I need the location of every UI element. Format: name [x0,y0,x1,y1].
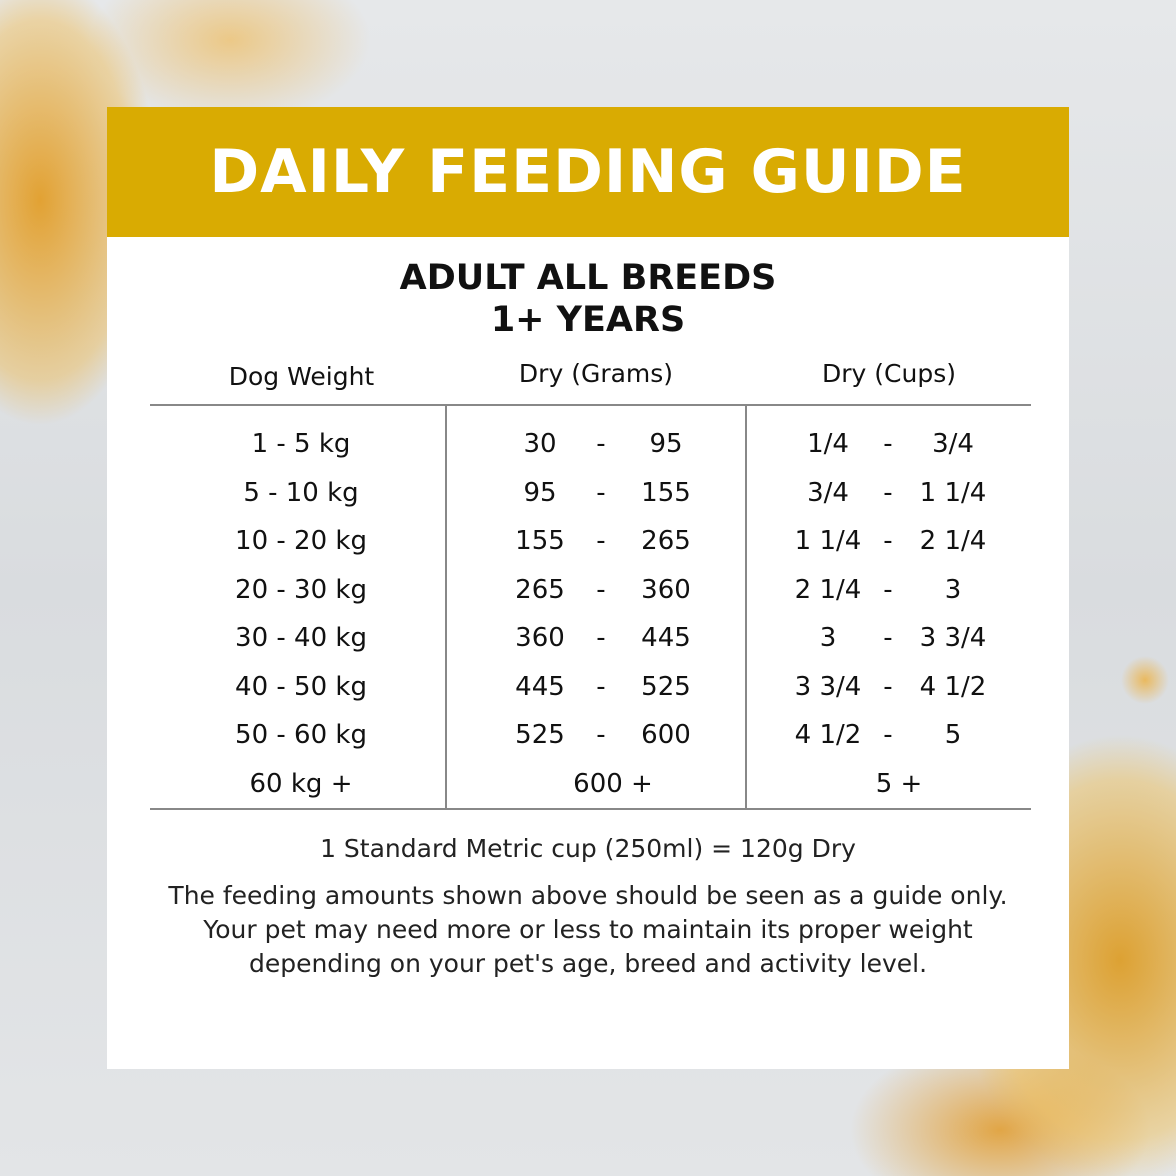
header-dog-weight: Dog Weight [228,362,375,391]
cell-weight: 1 - 5 kg [251,429,351,459]
cell-c-high: 2 1/4 [919,526,987,556]
table-row: 1 - 5 kg 30 - 95 1/4 - 3/4 [107,429,1069,469]
cell-weight: 50 - 60 kg [235,720,367,750]
subtitle: ADULT ALL BREEDS 1+ YEARS [107,257,1069,341]
cell-dash: - [883,429,893,459]
cell-dash: - [883,574,893,605]
cell-g-high: 265 [641,526,691,556]
cell-dash: - [883,671,893,702]
cell-weight: 5 - 10 kg [243,477,359,508]
cell-g-high: 445 [641,623,691,653]
cell-dash: - [596,671,606,702]
header-dry-grams: Dry (Grams) [518,359,674,388]
feeding-guide-card: DAILY FEEDING GUIDE ADULT ALL BREEDS 1+ … [107,107,1069,1069]
column-divider [745,405,747,809]
cell-g-high: 155 [641,477,691,508]
cell-grams: 600 + [573,768,653,799]
cell-dash: - [883,623,893,653]
cell-c-high: 4 1/2 [919,671,987,702]
disclaimer: The feeding amounts shown above should b… [168,881,1008,978]
subtitle-line2: 1+ YEARS [490,300,686,340]
cell-c-low: 3 [819,623,837,653]
table-row: 40 - 50 kg 445-525 3 3/4-4 1/2 [107,672,1069,712]
page-title: DAILY FEEDING GUIDE [209,137,967,207]
table-row: 5 - 10 kg 95-155 3/4-1 1/4 [107,478,1069,518]
cell-g-low: 95 [523,477,557,508]
table-row: 50 - 60 kg 525-600 4 1/2-5 [107,720,1069,760]
table-top-divider [150,404,1031,406]
cell-g-low: 30 [523,429,557,459]
cell-dash: - [596,623,606,653]
cell-weight: 60 kg + [249,768,353,799]
cell-g-high: 525 [641,671,691,702]
cell-g-high: 360 [641,574,691,605]
cell-weight: 30 - 40 kg [235,623,367,653]
cell-weight: 20 - 30 kg [235,574,367,605]
cell-g-low: 525 [515,720,565,750]
title-banner: DAILY FEEDING GUIDE [107,107,1069,237]
column-divider [445,405,447,809]
cell-weight: 10 - 20 kg [235,526,367,556]
table-bottom-divider [150,808,1031,810]
cell-g-high: 95 [649,429,683,459]
cell-dash: - [596,526,606,556]
cell-dash: - [596,720,606,750]
cell-c-low: 2 1/4 [794,574,862,605]
cell-g-low: 360 [515,623,565,653]
cell-c-low: 1 1/4 [794,526,862,556]
cell-c-low: 4 1/2 [794,720,862,750]
cell-dash: - [596,429,606,459]
cell-g-low: 155 [515,526,565,556]
cell-c-high: 3/4 [932,429,974,459]
cell-weight: 40 - 50 kg [235,671,367,702]
cell-dash: - [883,720,893,750]
subtitle-line1: ADULT ALL BREEDS [399,258,777,298]
cell-c-low: 3 3/4 [794,671,862,702]
cell-c-low: 1/4 [807,429,849,459]
cell-g-low: 445 [515,671,565,702]
cell-cups: 5 + [875,768,923,799]
cell-c-low: 3/4 [807,477,849,508]
cell-g-high: 600 [641,720,691,750]
cup-conversion-note: 1 Standard Metric cup (250ml) = 120g Dry [320,834,856,863]
cell-c-high: 5 [944,720,962,750]
cell-c-high: 1 1/4 [919,477,987,508]
cell-c-high: 3 [944,574,962,605]
cell-dash: - [596,574,606,605]
table-row: 60 kg + 600 + 5 + [107,769,1069,809]
table-row: 20 - 30 kg 265-360 2 1/4-3 [107,575,1069,615]
cell-dash: - [883,477,893,508]
cell-dash: - [596,477,606,508]
cell-c-high: 3 3/4 [919,623,987,653]
cell-g-low: 265 [515,574,565,605]
header-dry-cups: Dry (Cups) [822,359,956,388]
table-row: 10 - 20 kg 155-265 1 1/4-2 1/4 [107,526,1069,566]
table-row: 30 - 40 kg 360-445 3-3 3/4 [107,623,1069,663]
cell-dash: - [883,526,893,556]
